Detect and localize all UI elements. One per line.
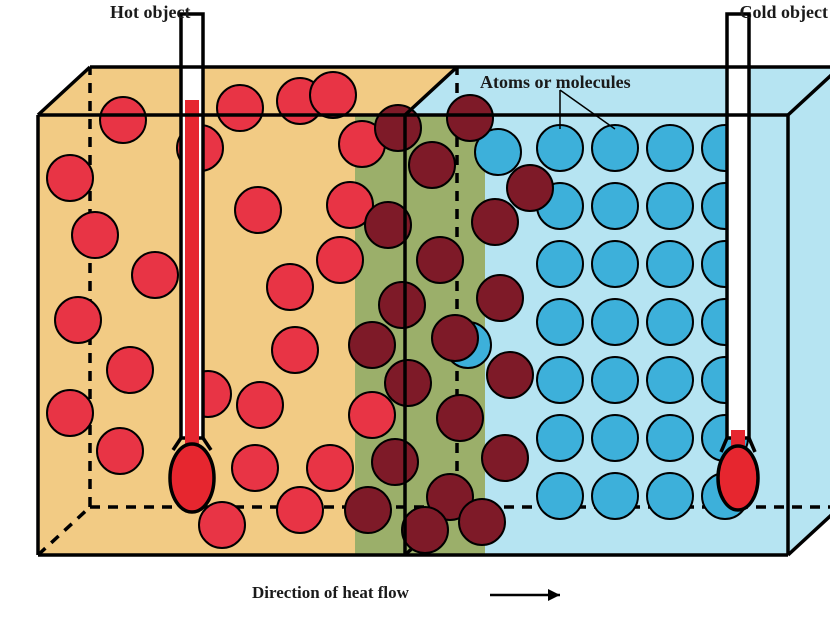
mixing-atom	[409, 142, 455, 188]
cold-atom	[647, 415, 693, 461]
mixing-atom	[402, 507, 448, 553]
hot-atom	[107, 347, 153, 393]
hot-atom	[235, 187, 281, 233]
mixing-atom	[349, 322, 395, 368]
mixing-atom	[447, 95, 493, 141]
mixing-atom	[507, 165, 553, 211]
cold-atom	[537, 357, 583, 403]
hot-atom	[199, 502, 245, 548]
hot-atom	[267, 264, 313, 310]
hot-atom	[132, 252, 178, 298]
cold-atom	[592, 125, 638, 171]
hot-atom	[47, 390, 93, 436]
cold-atom	[592, 299, 638, 345]
mixing-atom	[472, 199, 518, 245]
atoms-label: Atoms or molecules	[480, 72, 631, 93]
mixing-atom	[372, 439, 418, 485]
cold-atom	[592, 473, 638, 519]
cold-atom	[537, 415, 583, 461]
mixing-atom	[487, 352, 533, 398]
mixing-atom	[477, 275, 523, 321]
hot-atom	[310, 72, 356, 118]
cold-atom	[592, 357, 638, 403]
mixing-atom	[345, 487, 391, 533]
cold-atom	[647, 125, 693, 171]
hot-atom	[55, 297, 101, 343]
cold-atom	[647, 473, 693, 519]
mixing-atom	[432, 315, 478, 361]
mixing-atom	[417, 237, 463, 283]
hot-atom	[47, 155, 93, 201]
hot-atom	[317, 237, 363, 283]
cold-object-label: Cold object	[740, 2, 829, 23]
cold-atom	[537, 125, 583, 171]
cold-atom	[592, 241, 638, 287]
hot-atom	[272, 327, 318, 373]
hot-atom	[237, 382, 283, 428]
cold-atom	[592, 415, 638, 461]
cold-atom	[647, 357, 693, 403]
hot-object-label: Hot object	[110, 2, 190, 23]
cold-atom	[537, 473, 583, 519]
hot-atom	[97, 428, 143, 474]
hot-atom	[72, 212, 118, 258]
cold-atom	[647, 241, 693, 287]
cold-atom	[647, 183, 693, 229]
cold-atom	[537, 299, 583, 345]
hot-atom	[217, 85, 263, 131]
hot-atom	[100, 97, 146, 143]
hot-atom	[232, 445, 278, 491]
hot-atom	[349, 392, 395, 438]
mixing-atom	[379, 282, 425, 328]
heat-flow-label: Direction of heat flow	[252, 583, 409, 603]
hot-atom	[307, 445, 353, 491]
mixing-atom	[482, 435, 528, 481]
heat-conduction-diagram	[0, 0, 830, 622]
mixing-atom	[385, 360, 431, 406]
mixing-atom	[375, 105, 421, 151]
hot-atom	[277, 487, 323, 533]
mixing-atom	[459, 499, 505, 545]
cold-atom	[592, 183, 638, 229]
cold-atom	[537, 241, 583, 287]
mixing-atom	[437, 395, 483, 441]
cold-atom	[647, 299, 693, 345]
